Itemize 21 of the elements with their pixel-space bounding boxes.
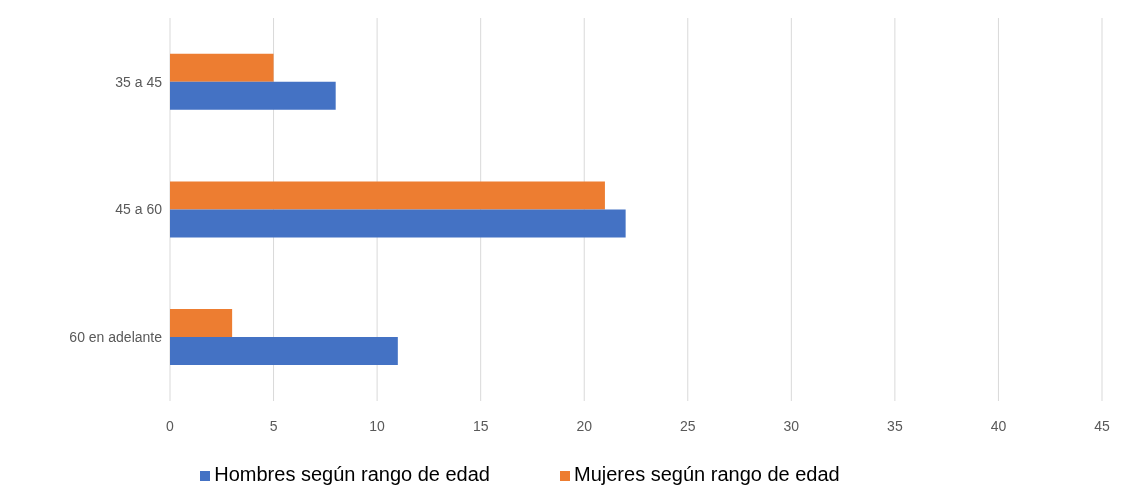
y-tick-label: 60 en adelante — [69, 329, 163, 346]
x-tick-label: 25 — [679, 417, 696, 434]
x-tick-label: 30 — [783, 417, 800, 434]
x-tick-label: 0 — [166, 417, 175, 434]
y-tick-label: 35 a 45 — [115, 73, 163, 90]
x-tick-label: 5 — [269, 417, 278, 434]
x-tick-label: 45 — [1094, 417, 1110, 434]
bar — [170, 309, 233, 338]
bar — [170, 209, 626, 238]
legend-label: Mujeres según rango de edad — [574, 463, 840, 485]
bar — [170, 81, 336, 110]
bar — [170, 337, 398, 366]
x-tick-label: 35 — [887, 417, 903, 434]
x-tick-label: 40 — [990, 417, 1007, 434]
y-tick-label: 45 a 60 — [115, 201, 163, 218]
bar — [170, 53, 274, 82]
bar — [170, 181, 605, 210]
legend-label: Hombres según rango de edad — [214, 463, 490, 485]
x-tick-label: 15 — [472, 417, 489, 434]
x-tick-label: 20 — [576, 417, 593, 434]
x-tick-label: 10 — [369, 417, 386, 434]
